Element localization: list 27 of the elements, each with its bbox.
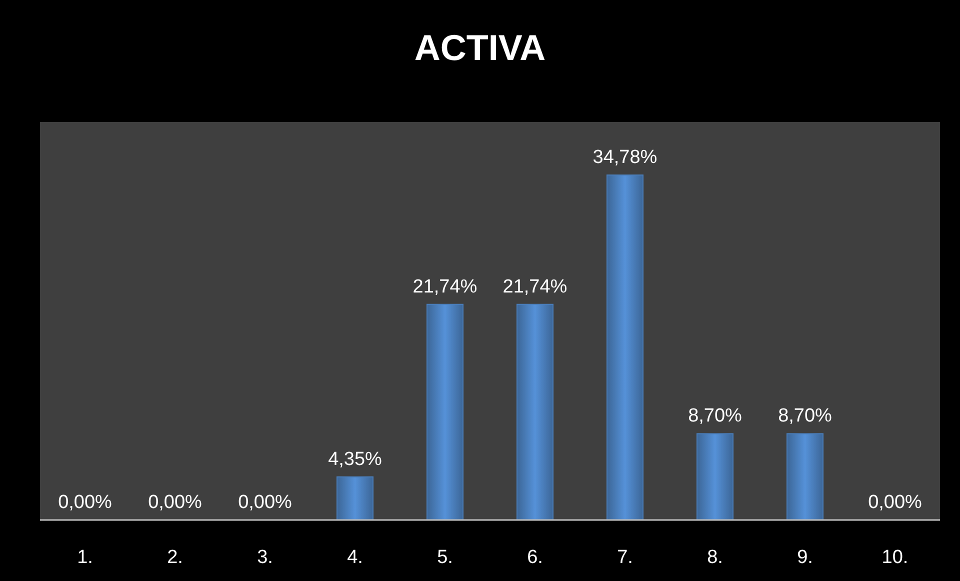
data-label: 34,78% xyxy=(592,147,658,168)
x-tick-label: 2. xyxy=(167,547,183,568)
x-tick-label: 1. xyxy=(77,547,93,568)
bar xyxy=(336,476,374,520)
data-label: 8,70% xyxy=(778,406,832,427)
x-tick-label: 4. xyxy=(347,547,363,568)
data-label: 21,74% xyxy=(412,276,478,298)
x-tick-label: 8. xyxy=(707,547,723,568)
data-label: 0,00% xyxy=(868,492,922,513)
bar xyxy=(426,304,464,520)
data-label: 0,00% xyxy=(238,492,292,513)
bar xyxy=(696,433,734,520)
data-label: 21,74% xyxy=(502,276,568,298)
bar xyxy=(516,304,554,520)
x-tick-label: 7. xyxy=(617,547,633,568)
x-tick-label: 10. xyxy=(882,547,908,568)
data-label: 4,35% xyxy=(328,448,382,470)
data-label: 8,70% xyxy=(688,406,742,427)
x-tick-label: 3. xyxy=(257,547,273,568)
x-tick-label: 6. xyxy=(527,547,543,568)
data-label: 0,00% xyxy=(58,492,112,513)
bar xyxy=(786,433,824,520)
x-tick-label: 5. xyxy=(437,547,453,568)
chart-title: ACTIVA xyxy=(414,27,546,68)
x-tick-label: 9. xyxy=(797,547,813,568)
bar xyxy=(606,174,644,520)
data-label: 0,00% xyxy=(148,492,202,513)
